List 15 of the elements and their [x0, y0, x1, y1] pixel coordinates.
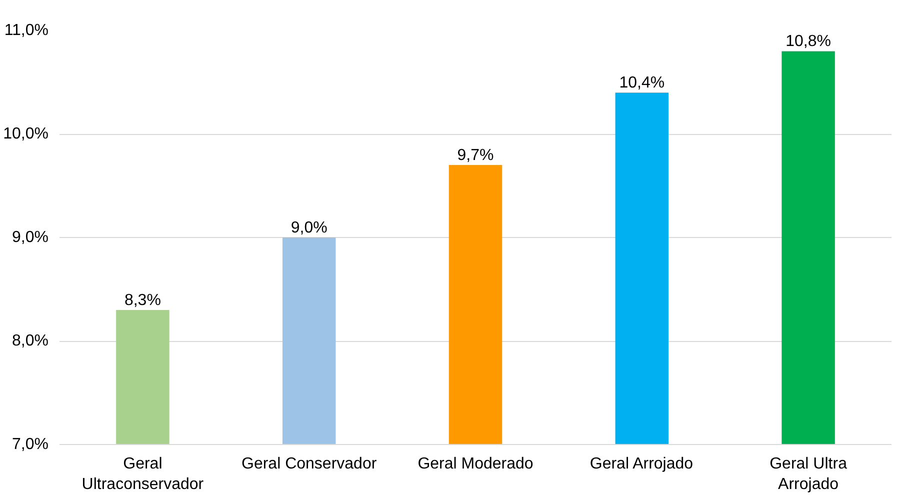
- y-tick-label: 8,0%: [12, 332, 48, 350]
- data-label: 9,7%: [457, 147, 494, 164]
- data-label: 9,0%: [290, 220, 328, 236]
- x-tick-label: Geral Arrojado: [590, 456, 694, 472]
- x-tick-label: Geral Moderado: [418, 456, 534, 472]
- x-tick-label: Geral Ultraconservador: [82, 456, 204, 493]
- x-tick-label: Geral Ultra Arrojado: [770, 456, 848, 493]
- data-label: 10,4%: [619, 74, 665, 92]
- x-tick-label: Geral Conservador: [242, 456, 378, 472]
- y-tick-label: 10,0%: [3, 126, 49, 142]
- data-label: 10,8%: [786, 33, 831, 50]
- y-tick-label: 9,0%: [12, 229, 48, 246]
- y-tick-label: 7,0%: [12, 436, 48, 453]
- data-label: 8,3%: [124, 292, 161, 309]
- y-tick-label: 11,0%: [4, 22, 49, 39]
